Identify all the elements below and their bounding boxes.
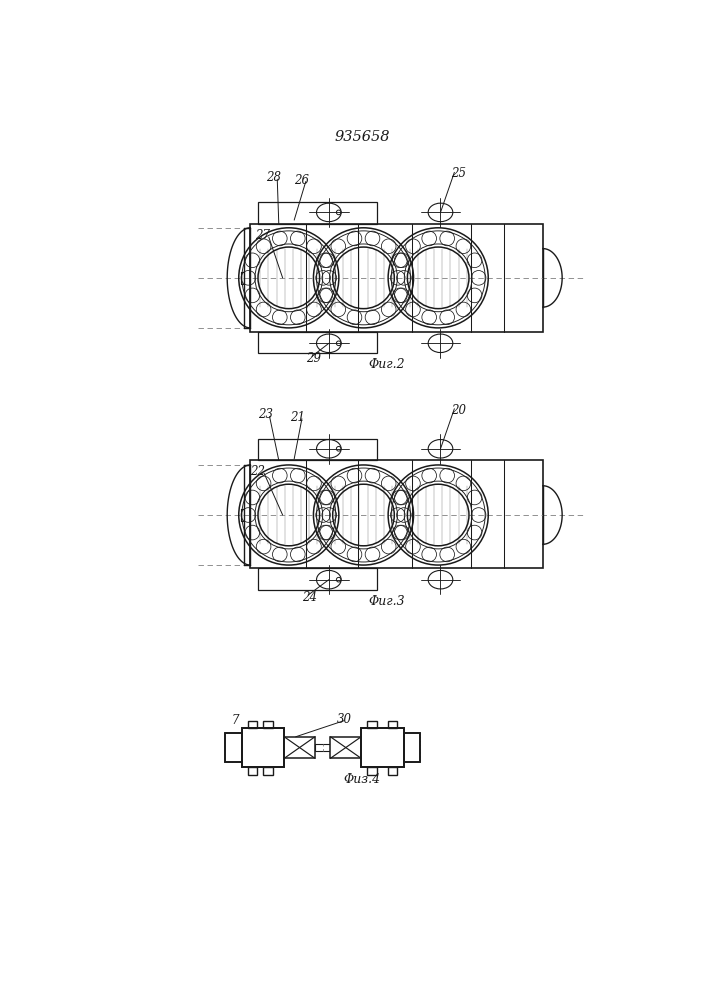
Text: 21: 21 xyxy=(291,411,305,424)
Text: 22: 22 xyxy=(250,465,266,478)
Bar xyxy=(264,767,273,774)
Bar xyxy=(225,733,242,762)
Bar xyxy=(242,728,284,767)
Text: 23: 23 xyxy=(258,408,273,421)
Bar xyxy=(248,767,257,774)
Bar xyxy=(225,733,242,762)
Bar xyxy=(368,721,377,728)
Bar xyxy=(258,332,378,353)
Bar xyxy=(284,737,315,758)
Bar xyxy=(250,224,543,332)
Text: 30: 30 xyxy=(337,713,352,726)
Bar xyxy=(242,728,284,767)
Bar xyxy=(330,737,361,758)
Text: 26: 26 xyxy=(294,174,310,187)
Bar xyxy=(258,439,378,460)
Text: 29: 29 xyxy=(306,352,321,365)
Text: 24: 24 xyxy=(302,591,317,604)
Bar xyxy=(315,744,330,751)
Text: 7: 7 xyxy=(231,714,239,727)
Polygon shape xyxy=(543,249,562,307)
Text: 25: 25 xyxy=(450,167,466,180)
Text: Φиз.4: Φиз.4 xyxy=(344,773,380,786)
Bar xyxy=(388,767,397,774)
Bar xyxy=(388,721,397,728)
Bar xyxy=(248,721,257,728)
Bar xyxy=(264,721,273,728)
Bar xyxy=(361,728,404,767)
Polygon shape xyxy=(543,486,562,544)
Text: Φиг.3: Φиг.3 xyxy=(368,595,405,608)
Text: 935658: 935658 xyxy=(334,130,390,144)
Bar xyxy=(404,733,421,762)
Text: 20: 20 xyxy=(450,404,466,417)
Bar xyxy=(258,568,378,590)
Text: 28: 28 xyxy=(266,171,281,184)
Text: Φиг.2: Φиг.2 xyxy=(368,358,405,371)
Bar xyxy=(250,460,543,568)
Bar xyxy=(404,733,421,762)
Bar xyxy=(361,728,404,767)
Text: 27: 27 xyxy=(255,229,270,242)
Bar xyxy=(258,202,378,224)
Bar xyxy=(368,767,377,774)
